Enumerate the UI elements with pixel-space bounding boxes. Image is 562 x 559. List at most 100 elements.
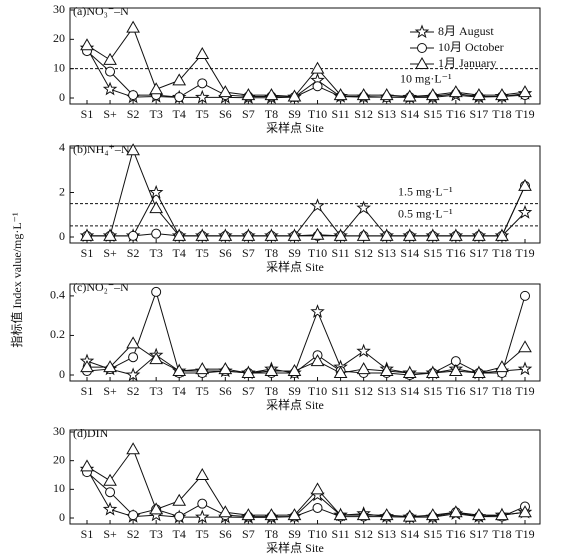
x-tick-label: S9 xyxy=(288,384,301,398)
legend-marker xyxy=(415,56,429,69)
marker xyxy=(472,508,486,521)
marker xyxy=(149,502,164,515)
x-tick-label: S17 xyxy=(470,107,489,121)
x-tick-label: S15 xyxy=(423,246,442,260)
marker xyxy=(195,509,210,524)
marker xyxy=(472,88,486,101)
marker xyxy=(174,511,185,522)
x-tick-label: T5 xyxy=(196,527,209,541)
marker xyxy=(103,52,117,65)
marker xyxy=(312,81,323,92)
x-tick-label: T10 xyxy=(308,527,327,541)
marker xyxy=(472,366,486,379)
x-tick-label: T10 xyxy=(308,246,327,260)
marker xyxy=(287,364,302,377)
marker xyxy=(356,228,371,241)
x-tick-label: S15 xyxy=(423,384,442,398)
marker xyxy=(518,178,532,191)
legend-label: 10月 October xyxy=(438,40,504,54)
x-tick-label: S12 xyxy=(354,107,373,121)
x-tick-label: S1 xyxy=(81,527,94,541)
marker xyxy=(495,360,509,373)
marker xyxy=(379,88,394,101)
marker xyxy=(287,228,302,241)
marker xyxy=(518,85,532,98)
x-tick-label: S12 xyxy=(354,246,373,260)
marker xyxy=(149,352,164,365)
x-tick-label: S17 xyxy=(470,527,489,541)
marker xyxy=(448,228,463,241)
x-tick-label: T16 xyxy=(446,527,465,541)
x-axis-label: 采样点 Site xyxy=(266,397,324,412)
x-tick-label: T19 xyxy=(515,107,534,121)
x-tick-label: T16 xyxy=(446,107,465,121)
marker xyxy=(520,290,530,301)
legend-marker xyxy=(417,43,427,53)
x-tick-label: T3 xyxy=(149,246,162,260)
marker xyxy=(102,81,118,96)
panel-title: (c)NO₂⁻–N xyxy=(73,280,129,294)
marker xyxy=(425,88,440,101)
x-tick-label: S17 xyxy=(470,246,489,260)
marker xyxy=(518,340,532,353)
x-tick-label: S6 xyxy=(219,107,232,121)
marker xyxy=(126,20,140,33)
x-tick-label: S11 xyxy=(331,107,349,121)
x-tick-label: T19 xyxy=(515,384,534,398)
y-tick-label: 20 xyxy=(53,31,65,45)
marker xyxy=(356,200,371,215)
plot-frame xyxy=(69,429,541,525)
y-tick-label: 20 xyxy=(53,452,65,466)
x-tick-label: S+ xyxy=(103,107,117,121)
x-tick-label: S9 xyxy=(288,107,301,121)
marker xyxy=(425,508,440,521)
marker xyxy=(287,508,302,521)
x-tick-label: T3 xyxy=(149,527,162,541)
x-tick-label: S2 xyxy=(127,384,140,398)
marker xyxy=(310,482,325,495)
x-tick-label: T10 xyxy=(308,384,327,398)
series-line xyxy=(86,310,526,376)
marker xyxy=(195,89,210,104)
x-tick-label: T18 xyxy=(492,246,511,260)
x-tick-label: S6 xyxy=(219,246,232,260)
x-tick-label: T5 xyxy=(196,384,209,398)
x-tick-label: T10 xyxy=(308,107,327,121)
x-tick-label: S2 xyxy=(127,527,140,541)
x-tick-label: S+ xyxy=(103,384,117,398)
marker xyxy=(310,61,325,74)
marker xyxy=(103,228,117,241)
x-tick-label: S7 xyxy=(242,384,255,398)
marker xyxy=(105,66,116,77)
x-tick-label: S7 xyxy=(242,107,255,121)
marker xyxy=(218,362,233,375)
marker xyxy=(310,304,325,318)
x-tick-label: S6 xyxy=(219,527,232,541)
x-tick-label: T3 xyxy=(149,384,162,398)
marker xyxy=(197,78,208,89)
marker xyxy=(379,228,394,241)
marker xyxy=(128,90,139,101)
marker xyxy=(126,143,140,156)
marker xyxy=(402,509,417,522)
y-tick-label: 0 xyxy=(59,367,65,381)
marker xyxy=(425,228,440,241)
marker xyxy=(448,364,463,377)
x-tick-label: T19 xyxy=(515,527,534,541)
x-tick-label: T18 xyxy=(492,107,511,121)
marker xyxy=(149,201,164,214)
plot-frame xyxy=(69,7,541,105)
marker xyxy=(472,228,486,241)
legend-marker xyxy=(414,24,430,39)
x-tick-label: S2 xyxy=(127,246,140,260)
marker xyxy=(264,508,279,521)
x-tick-label: S2 xyxy=(127,107,140,121)
x-tick-label: T16 xyxy=(446,246,465,260)
marker xyxy=(264,228,279,241)
x-tick-label: S+ xyxy=(103,246,117,260)
panel-title: (a)NO₃⁻–N xyxy=(73,4,129,18)
marker xyxy=(333,508,348,521)
x-tick-label: S13 xyxy=(377,107,396,121)
marker xyxy=(105,487,116,498)
